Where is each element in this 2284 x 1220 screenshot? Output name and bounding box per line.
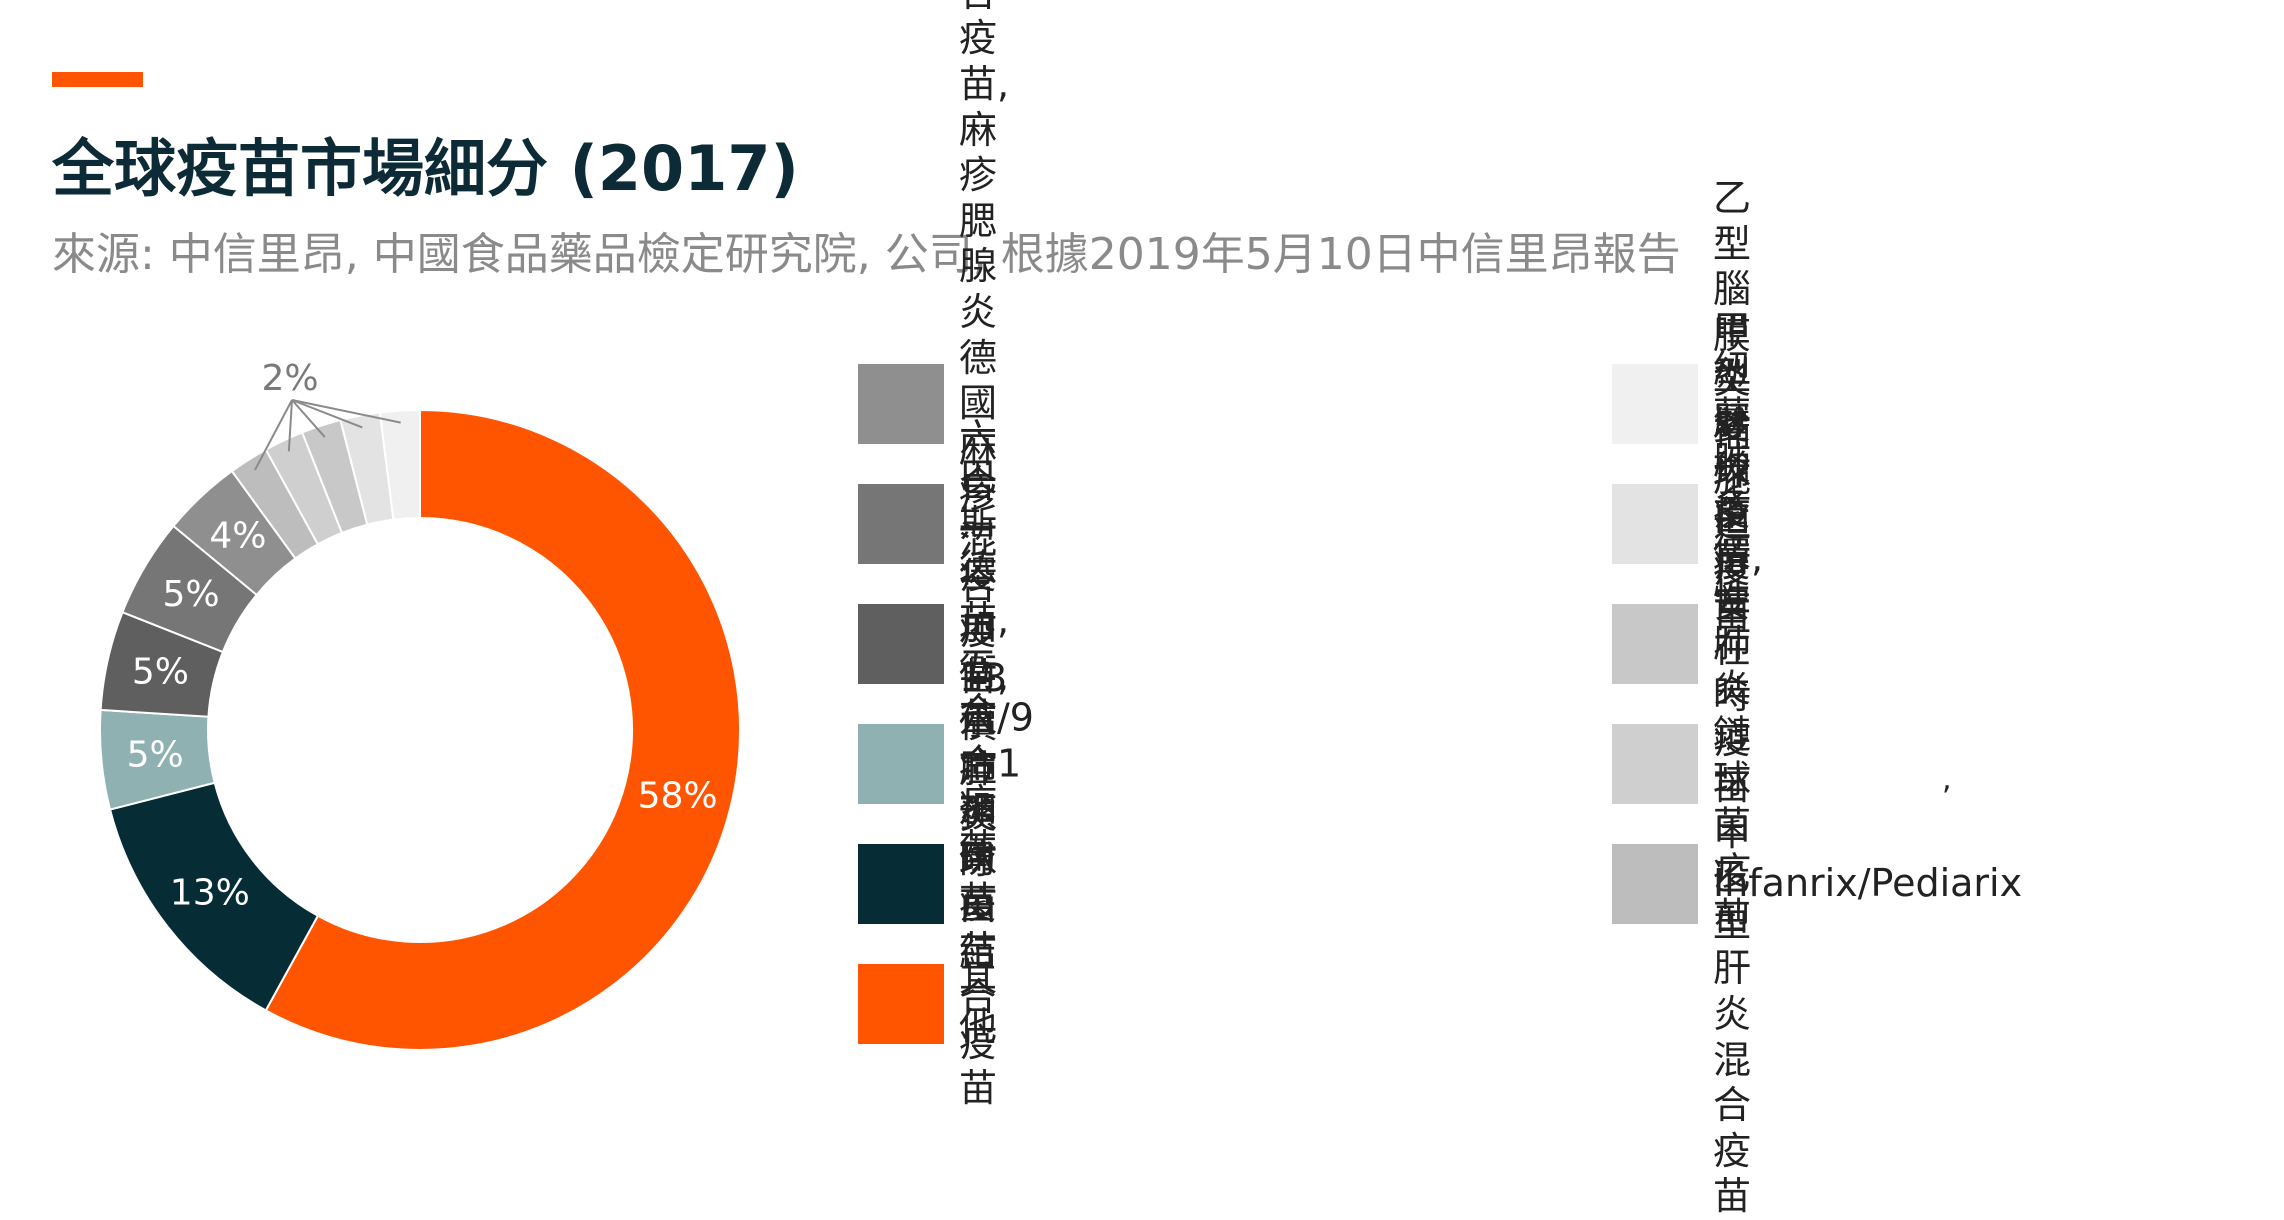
legend-label: 六合一疫苗, 五合一疫苗 bbox=[959, 416, 1010, 871]
legend-label: 13價肺炎球菌結合疫苗 bbox=[959, 656, 1008, 1111]
title-accent-bar bbox=[52, 72, 143, 87]
legend-swatch bbox=[858, 604, 944, 684]
slice-label: 5% bbox=[162, 574, 219, 615]
slice-label: 58% bbox=[638, 776, 718, 817]
legend-swatch bbox=[1612, 364, 1698, 444]
slice-label: 5% bbox=[132, 651, 189, 692]
chart-source: 來源: 中信里昂, 中國食品藥品檢定研究院, 公司, 根據2019年5月10日中… bbox=[52, 229, 1681, 280]
legend-label: 補施追疫苗 bbox=[1713, 410, 1752, 637]
legend-label: 其他 bbox=[959, 958, 998, 1048]
annotation-leader-line bbox=[291, 399, 401, 424]
legend-label: 加衛苗/9合1加衛苗 bbox=[959, 604, 1034, 922]
donut-slice bbox=[378, 408, 421, 521]
annotation-leader-line bbox=[291, 399, 363, 429]
slice-label: 4% bbox=[209, 516, 266, 557]
donut-chart: 58% 13% 5% 5% 5% 4% 2% bbox=[99, 358, 741, 1051]
grouped-slices-label: 2% bbox=[261, 358, 318, 399]
legend-swatch bbox=[1612, 844, 1698, 924]
legend-label: 4痘混合疫苗, 麻疹腮腺炎德國 麻疹混合疫苗, 水痘預防疫苗 bbox=[959, 0, 1010, 973]
legend-label: 乙型腦膜炎雙球菌疫苗 bbox=[1713, 176, 1752, 631]
legend-swatch bbox=[858, 844, 944, 924]
legend-swatch bbox=[858, 364, 944, 444]
legend-swatch bbox=[858, 484, 944, 564]
legend-label: 甲型肝炎疫苗, 安在時疫苗 甲乙型肝炎混合疫苗 bbox=[1713, 308, 1764, 1219]
slice-label: 5% bbox=[127, 735, 184, 776]
legend-stray-comma: , bbox=[1942, 762, 1952, 797]
legend-swatch bbox=[1612, 604, 1698, 684]
legend-label: Infanrix/Pediarix bbox=[1713, 861, 2023, 906]
legend-swatch bbox=[1612, 724, 1698, 804]
chart-title: 全球疫苗市場細分 (2017) bbox=[52, 132, 799, 205]
legend-label: 巴斯德 bbox=[959, 455, 998, 591]
slice-label: 13% bbox=[170, 873, 250, 914]
legend-swatch bbox=[858, 964, 944, 1044]
annotation-leader-line bbox=[287, 399, 293, 452]
legend-swatch bbox=[1612, 484, 1698, 564]
annotation-leader-line bbox=[254, 399, 293, 471]
legend-swatch bbox=[858, 724, 944, 804]
donut-slice bbox=[264, 408, 741, 1051]
legend-label: 紐蒙肺多價性肺炎鏈球菌疫苗 bbox=[1713, 347, 1752, 939]
annotation-leader-line bbox=[291, 399, 326, 438]
